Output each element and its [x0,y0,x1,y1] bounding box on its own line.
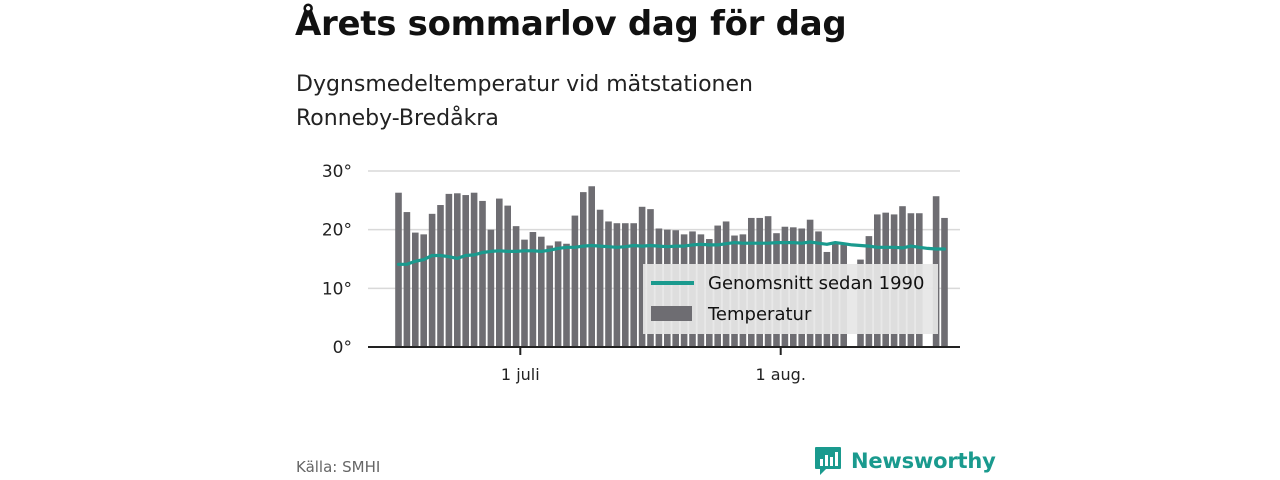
temperature-bar [428,213,436,347]
temperature-bar [420,234,427,347]
legend-swatch-temperature [651,306,692,321]
y-tick-label: 10° [322,279,352,299]
y-tick-label: 0° [333,338,352,358]
chart-title: Årets sommarlov dag för dag [295,4,847,44]
legend: Genomsnitt sedan 1990 Temperatur [643,264,938,334]
temperature-bar [563,243,570,347]
temperature-bar [941,217,948,347]
temperature-bar [496,198,503,347]
y-axis-ticks: 0° 10° 20° 30° [322,162,352,358]
temperature-bar [529,232,537,347]
temperature-bar [596,209,604,347]
temperature-bar [445,193,453,347]
temperature-bar [588,186,595,347]
temperature-bar [403,212,411,347]
temperature-bar [479,200,486,347]
newsworthy-logo: Newsworthy [814,446,996,476]
x-axis: 1 juli 1 aug. [368,346,960,384]
newsworthy-wordmark: Newsworthy [851,449,996,473]
temperature-bar [538,236,545,347]
temperature-bar [546,245,553,347]
y-tick-label: 20° [322,221,352,241]
temperature-bar [605,221,612,347]
temperature-bar [521,239,528,347]
legend-background [643,264,938,334]
temperature-bar [580,192,587,347]
temperature-bar [487,229,495,347]
chart-subtitle: Dygnsmedeltemperatur vid mätstationen Ro… [296,72,753,131]
source-note: Källa: SMHI [296,458,381,476]
x-tick-label: 1 aug. [755,365,805,384]
temperature-bar [437,205,444,347]
temperature-bar [412,232,419,347]
temperature-bar [571,215,579,347]
temperature-bar [638,206,646,347]
temperature-bar [613,223,621,347]
temperature-bar [512,226,520,347]
legend-label-average: Genomsnitt sedan 1990 [708,273,924,294]
x-tick-label: 1 juli [501,365,540,384]
temperature-bar [462,195,469,347]
temperature-bar [622,223,629,347]
legend-label-temperature: Temperatur [707,304,812,325]
temperature-bar [630,223,637,347]
temperature-bar [504,205,511,347]
temperature-bar [470,192,478,347]
y-tick-label: 30° [322,162,352,182]
temperature-bar [554,241,562,347]
average-line [396,240,947,266]
temperature-bar [454,193,461,347]
average-line-group [396,240,947,266]
newsworthy-logo-icon [815,447,841,475]
temperature-bar [395,192,402,347]
